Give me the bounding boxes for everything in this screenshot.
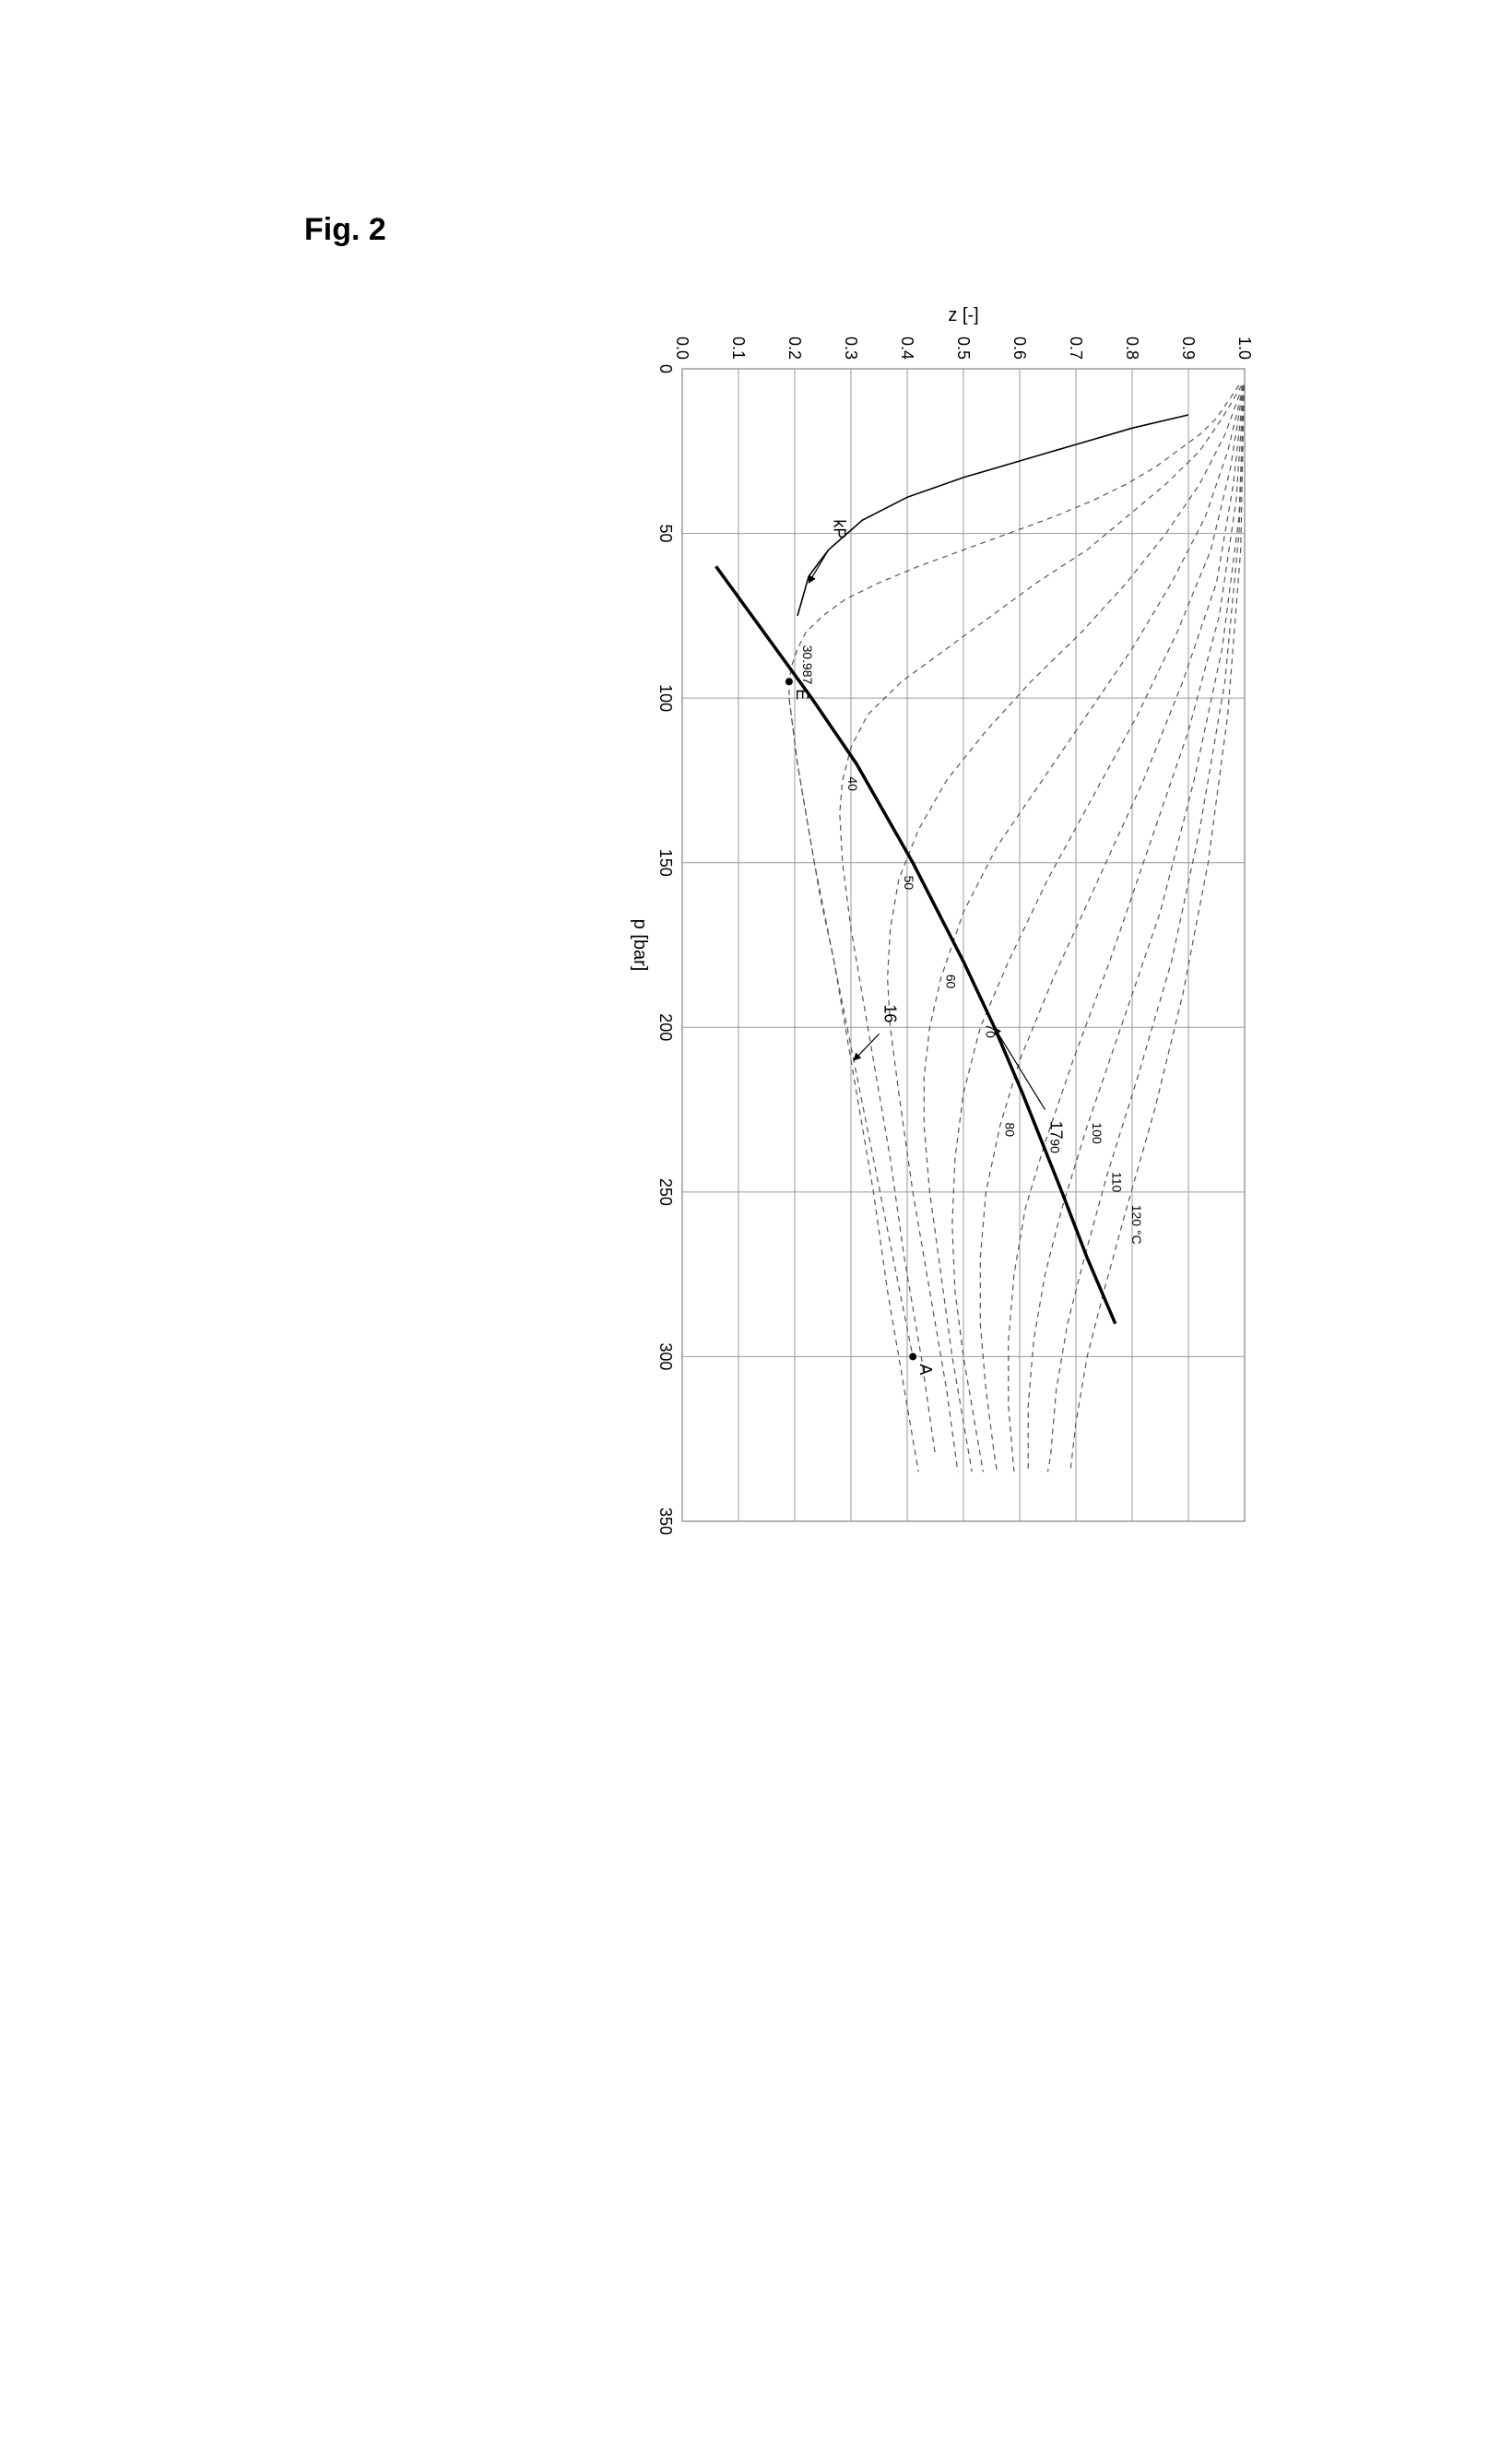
page: Fig. 2 0 50 100 150 200 250 300 350 0.0 0.1 0.2 0.3… — [0, 0, 1512, 2458]
figure-label: Fig. 2 — [304, 212, 386, 248]
isotherm-label: 120 °C — [1129, 1205, 1144, 1245]
svg-text:0.5: 0.5 — [954, 337, 973, 360]
isotherm-label: 40 — [845, 776, 860, 791]
svg-text:150: 150 — [656, 849, 675, 877]
marker-label-E: E — [793, 689, 811, 700]
svg-text:0.7: 0.7 — [1067, 337, 1085, 360]
svg-text:0.0: 0.0 — [673, 337, 691, 360]
svg-text:250: 250 — [656, 1178, 675, 1206]
svg-text:1.0: 1.0 — [1235, 337, 1254, 360]
callout-label-16: 16 — [881, 1004, 900, 1022]
svg-text:p [bar]: p [bar] — [630, 919, 650, 972]
svg-text:0.3: 0.3 — [842, 337, 860, 360]
isotherm-label: 90 — [1047, 1139, 1062, 1153]
marker-dot-E — [786, 678, 793, 685]
svg-text:0.4: 0.4 — [898, 337, 916, 360]
marker-label-A: A — [916, 1364, 935, 1375]
isotherm-label: 30.987 — [800, 645, 815, 685]
svg-text:300: 300 — [656, 1342, 675, 1370]
compressibility-chart: 0 50 100 150 200 250 300 350 0.0 0.1 0.2 0.3 0.4 0.5 0… — [618, 295, 1263, 1540]
marker-dot-A — [909, 1353, 916, 1360]
isotherm-label: 100 — [1090, 1122, 1104, 1144]
svg-text:50: 50 — [656, 525, 675, 543]
svg-text:100: 100 — [656, 684, 675, 712]
svg-text:200: 200 — [656, 1013, 675, 1041]
isotherm-label: 110 — [1110, 1172, 1125, 1193]
svg-text:0.8: 0.8 — [1123, 337, 1141, 360]
callout-label-kP: kP — [831, 519, 849, 538]
svg-text:0.1: 0.1 — [729, 337, 748, 360]
isotherm-label: 60 — [944, 975, 959, 989]
chart-container: 0 50 100 150 200 250 300 350 0.0 0.1 0.2 0.3 0.4 0.5 0… — [618, 295, 1263, 1540]
svg-text:350: 350 — [656, 1507, 675, 1535]
isotherm-label: 80 — [1003, 1122, 1018, 1137]
svg-text:z [-]: z [-] — [948, 305, 978, 325]
svg-text:0.6: 0.6 — [1010, 337, 1029, 360]
svg-text:0.2: 0.2 — [786, 337, 804, 360]
isotherm-label: 50 — [902, 876, 916, 891]
svg-text:0: 0 — [656, 364, 675, 373]
svg-text:0.9: 0.9 — [1179, 337, 1198, 360]
callout-label-17: 17 — [1046, 1121, 1065, 1140]
